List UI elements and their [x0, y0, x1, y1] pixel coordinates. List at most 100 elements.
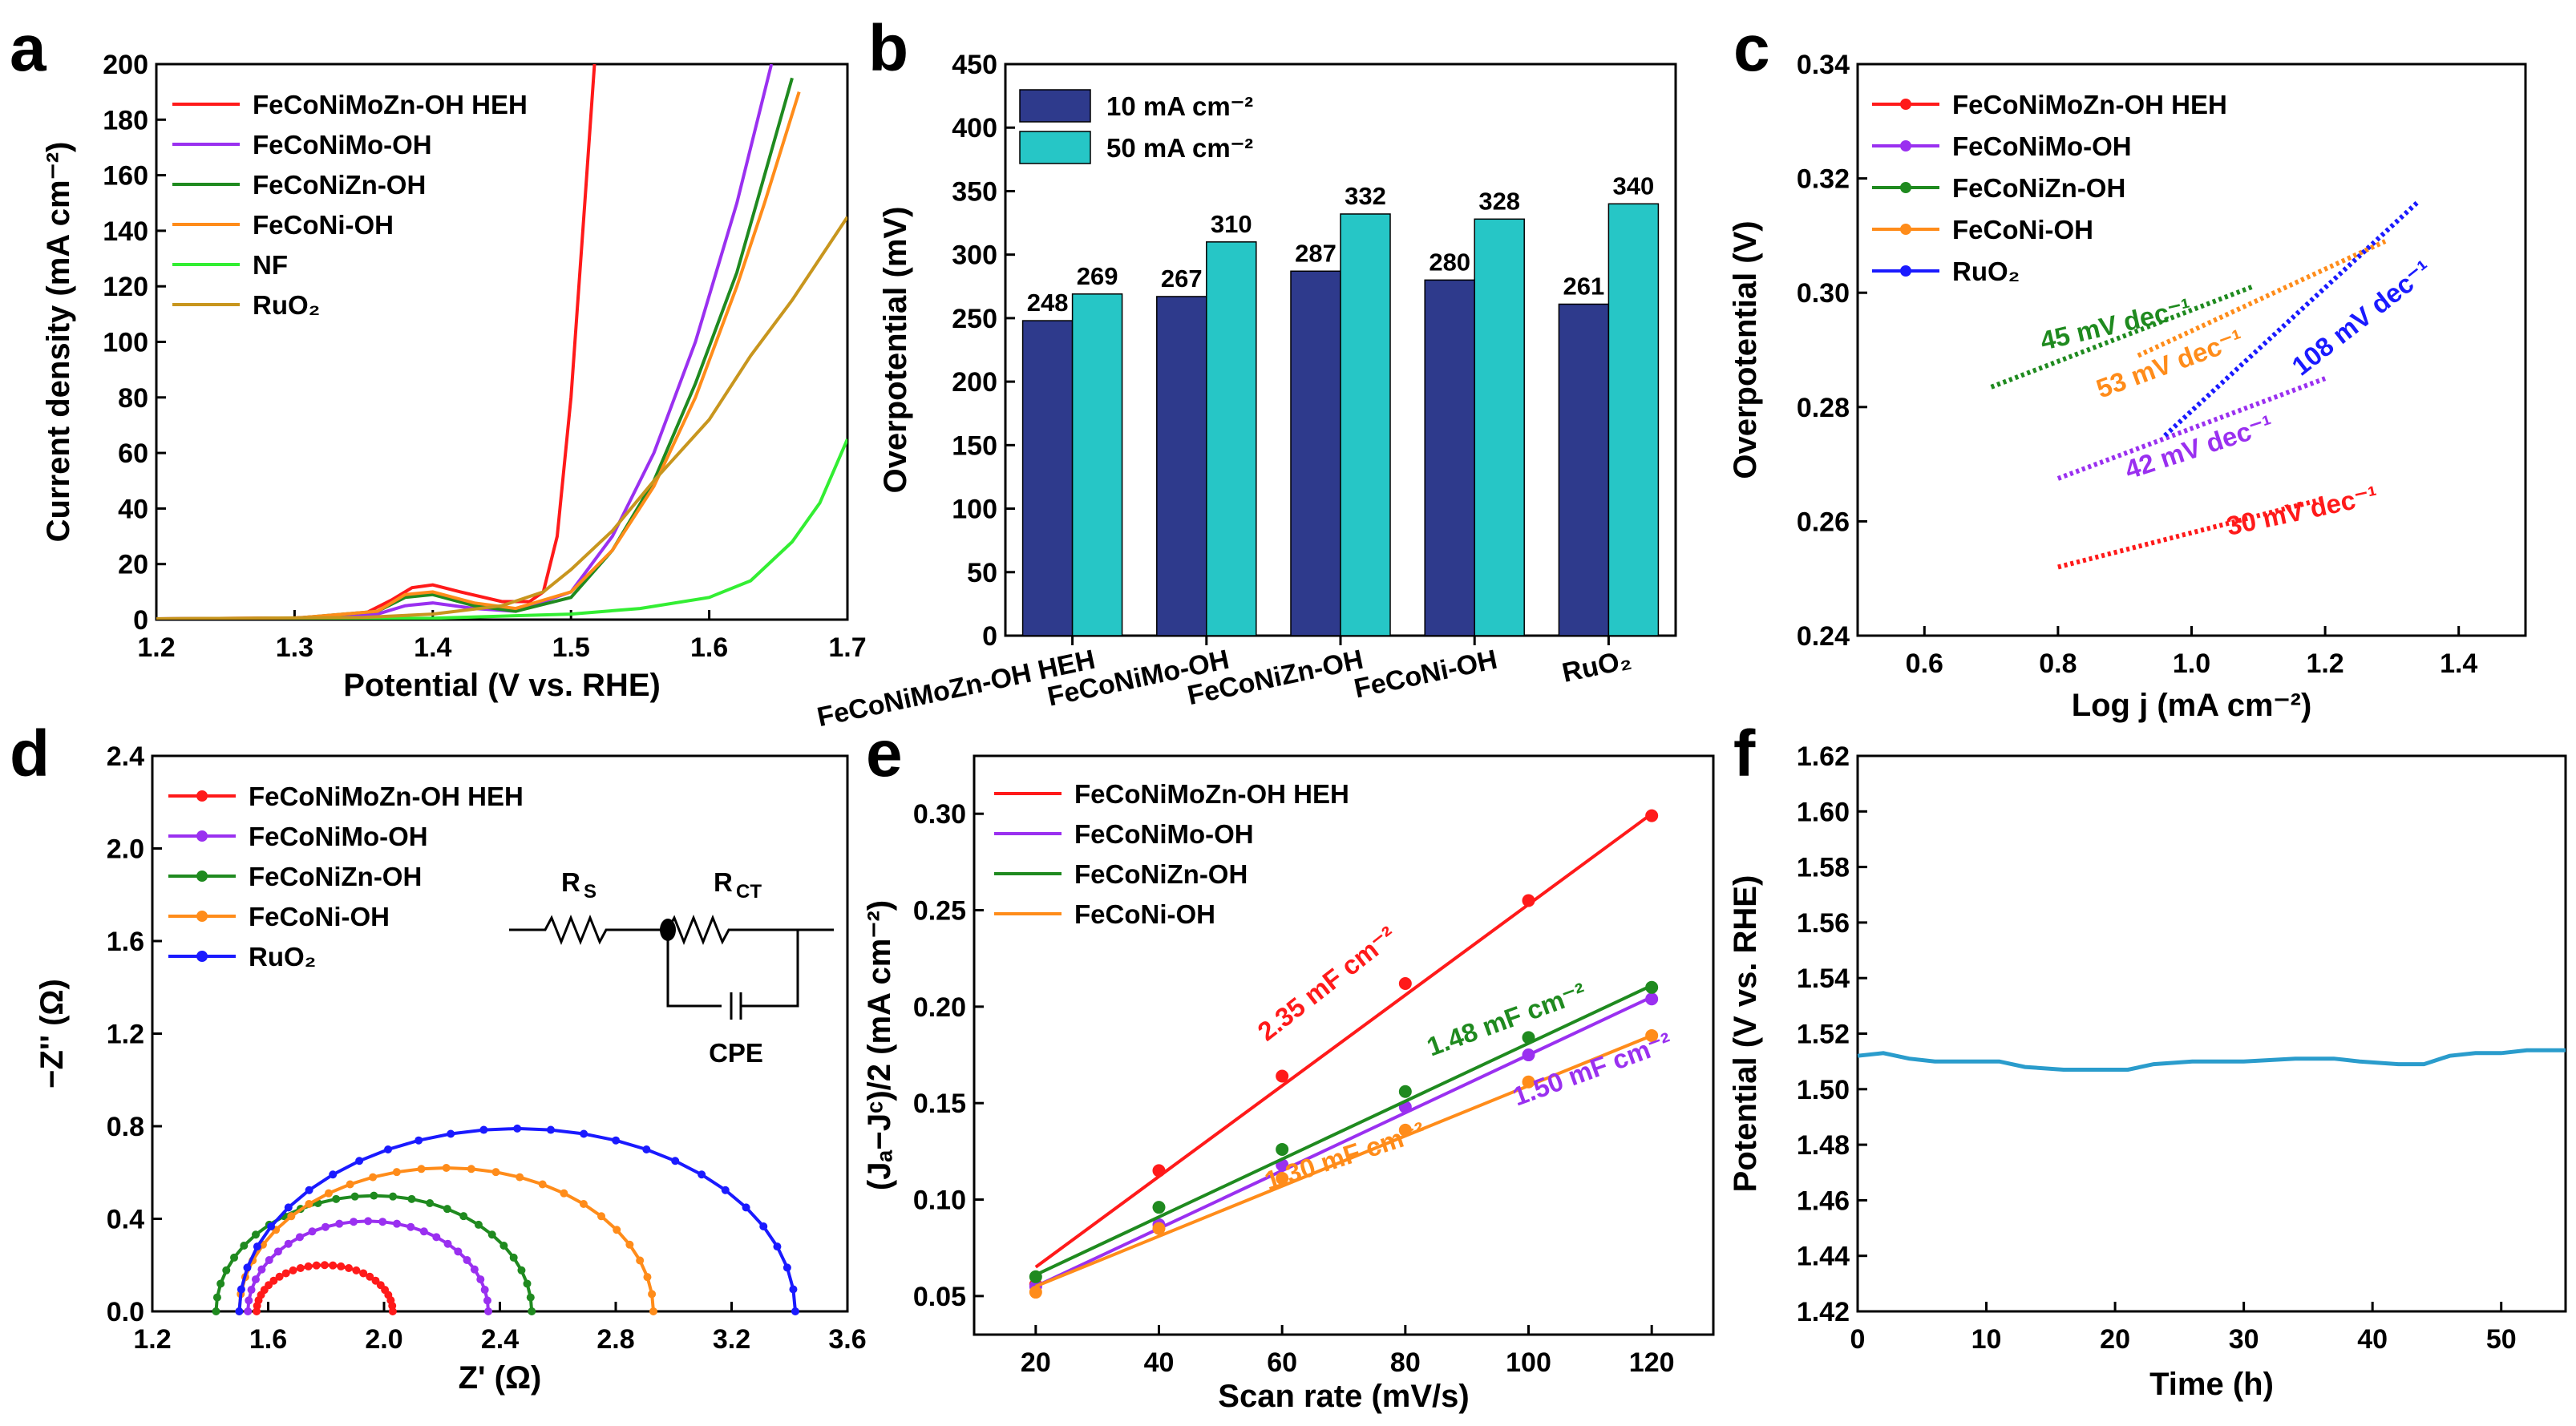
x-tick-label: 30: [2229, 1324, 2259, 1355]
nyquist-point: [517, 1266, 526, 1275]
y-tick-label: 80: [118, 383, 148, 414]
x-axis-label: Scan rate (mV/s): [1218, 1379, 1469, 1414]
nyquist-point: [499, 1241, 508, 1250]
nyquist-point: [267, 1222, 276, 1230]
nyquist-point: [337, 1262, 346, 1270]
nyquist-point: [513, 1124, 522, 1133]
nyquist-point: [295, 1233, 304, 1242]
x-tick-label: 2.0: [365, 1324, 402, 1355]
x-tick-label: 1.3: [276, 632, 313, 663]
circuit-rs-label: R: [561, 867, 580, 897]
nyquist-point: [523, 1279, 532, 1288]
x-tick-label: 120: [1629, 1347, 1675, 1378]
x-tick-label: 0.6: [1906, 648, 1943, 679]
panel-a: a 1.2 1.3 1.4 1.5 1.6 1.7 0 20 40 60 80 100 120 140 160…: [10, 12, 867, 703]
nyquist-point: [312, 1261, 321, 1270]
bar-value-label: 287: [1295, 239, 1337, 267]
legend-label: RuO₂: [253, 290, 320, 320]
nyquist-point: [275, 1272, 284, 1281]
x-tick-label: 10: [1971, 1324, 2002, 1355]
bar: [1558, 303, 1610, 636]
data-point: [1152, 1201, 1166, 1214]
y-tick-label: 60: [118, 438, 148, 469]
legend-marker: [196, 951, 208, 962]
y-tick-label: 0.32: [1797, 164, 1850, 195]
nyquist-point: [265, 1256, 273, 1265]
nyquist-point: [698, 1170, 706, 1179]
x-axis-label: Time (h): [2149, 1367, 2274, 1402]
y-tick-label: 1.42: [1797, 1297, 1850, 1327]
nyquist-point: [579, 1199, 588, 1208]
x-tick-label: 0.8: [2039, 648, 2077, 679]
nyquist-point: [287, 1212, 296, 1221]
nyquist-point: [415, 1136, 423, 1145]
nyquist-point: [476, 1275, 485, 1284]
y-tick-label: 2.0: [107, 834, 144, 865]
nyquist-point: [484, 1307, 493, 1315]
x-axis-label: Z' (Ω): [459, 1360, 542, 1396]
y-tick-label: 0.30: [1797, 278, 1850, 309]
nyquist-arc: [246, 1219, 490, 1312]
nyquist-point: [580, 1129, 588, 1138]
capacitance-annotation: 2.35 mF cm⁻²: [1252, 920, 1402, 1046]
data-point: [1029, 1286, 1042, 1299]
fit-line: [1034, 996, 1653, 1288]
y-tick-label: 160: [103, 161, 148, 192]
bar: [1607, 203, 1660, 636]
nyquist-point: [253, 1242, 261, 1251]
bar: [1071, 293, 1123, 636]
y-tick-label: 1.62: [1797, 741, 1850, 772]
nyquist-point: [643, 1273, 652, 1282]
y-tick-label: 50: [967, 558, 997, 588]
panel-label: e: [866, 717, 903, 790]
y-tick-label: 0.10: [913, 1186, 966, 1216]
y-tick-label: 250: [952, 304, 997, 334]
bar: [1021, 320, 1074, 636]
bar: [1340, 213, 1391, 636]
legend-label: FeCoNiMo-OH: [1952, 131, 2132, 161]
slope-annotation: 45 mV dec⁻¹: [2037, 293, 2194, 356]
x-tick-label: 50: [2486, 1324, 2517, 1355]
slope-annotation: 108 mV dec⁻¹: [2287, 254, 2437, 381]
nyquist-point: [721, 1186, 730, 1194]
data-point: [1276, 1069, 1289, 1083]
x-tick-label: 1.0: [2173, 648, 2210, 679]
nyquist-point: [406, 1222, 415, 1231]
nyquist-point: [212, 1307, 220, 1315]
nyquist-point: [269, 1276, 278, 1285]
nyquist-point: [432, 1233, 441, 1242]
y-tick-label: 1.44: [1797, 1242, 1850, 1272]
x-tick-label: 3.2: [713, 1324, 750, 1355]
x-tick-label: 1.5: [552, 632, 590, 663]
nyquist-point: [642, 1145, 651, 1154]
y-tick-label: 140: [103, 216, 148, 247]
nyquist-point: [230, 1253, 239, 1262]
bar-value-label: 310: [1211, 210, 1252, 238]
nyquist-point: [393, 1219, 402, 1228]
tafel-line: [1990, 285, 2253, 390]
nyquist-point: [636, 1256, 645, 1265]
panel-label: a: [10, 12, 47, 85]
series-line-feconimo-oh: [156, 64, 774, 620]
nyquist-point: [459, 1212, 468, 1221]
fit-line: [1035, 1034, 1652, 1288]
nyquist-point: [480, 1286, 489, 1295]
y-tick-label: 0.34: [1797, 50, 1850, 80]
legend-label: RuO₂: [249, 942, 316, 972]
nyquist-point: [443, 1239, 452, 1248]
y-tick-label: 200: [103, 50, 148, 80]
legend-marker: [196, 911, 208, 922]
nyquist-point: [791, 1307, 799, 1315]
nyquist-point: [648, 1290, 657, 1299]
legend-label: 10 mA cm⁻²: [1106, 91, 1253, 121]
legend-label: RuO₂: [1952, 257, 2020, 286]
plot-frame: [973, 754, 1715, 1336]
nyquist-point: [443, 1205, 451, 1214]
x-tick-label: 1.2: [2306, 648, 2343, 679]
legend-label: FeCoNiMoZn-OH HEH: [249, 782, 524, 811]
x-tick-label: 2.8: [596, 1324, 634, 1355]
y-tick-label: 0.05: [913, 1282, 966, 1312]
category-label: FeCoNi-OH: [1352, 644, 1500, 705]
y-axis-label: −Z'' (Ω): [34, 979, 70, 1089]
